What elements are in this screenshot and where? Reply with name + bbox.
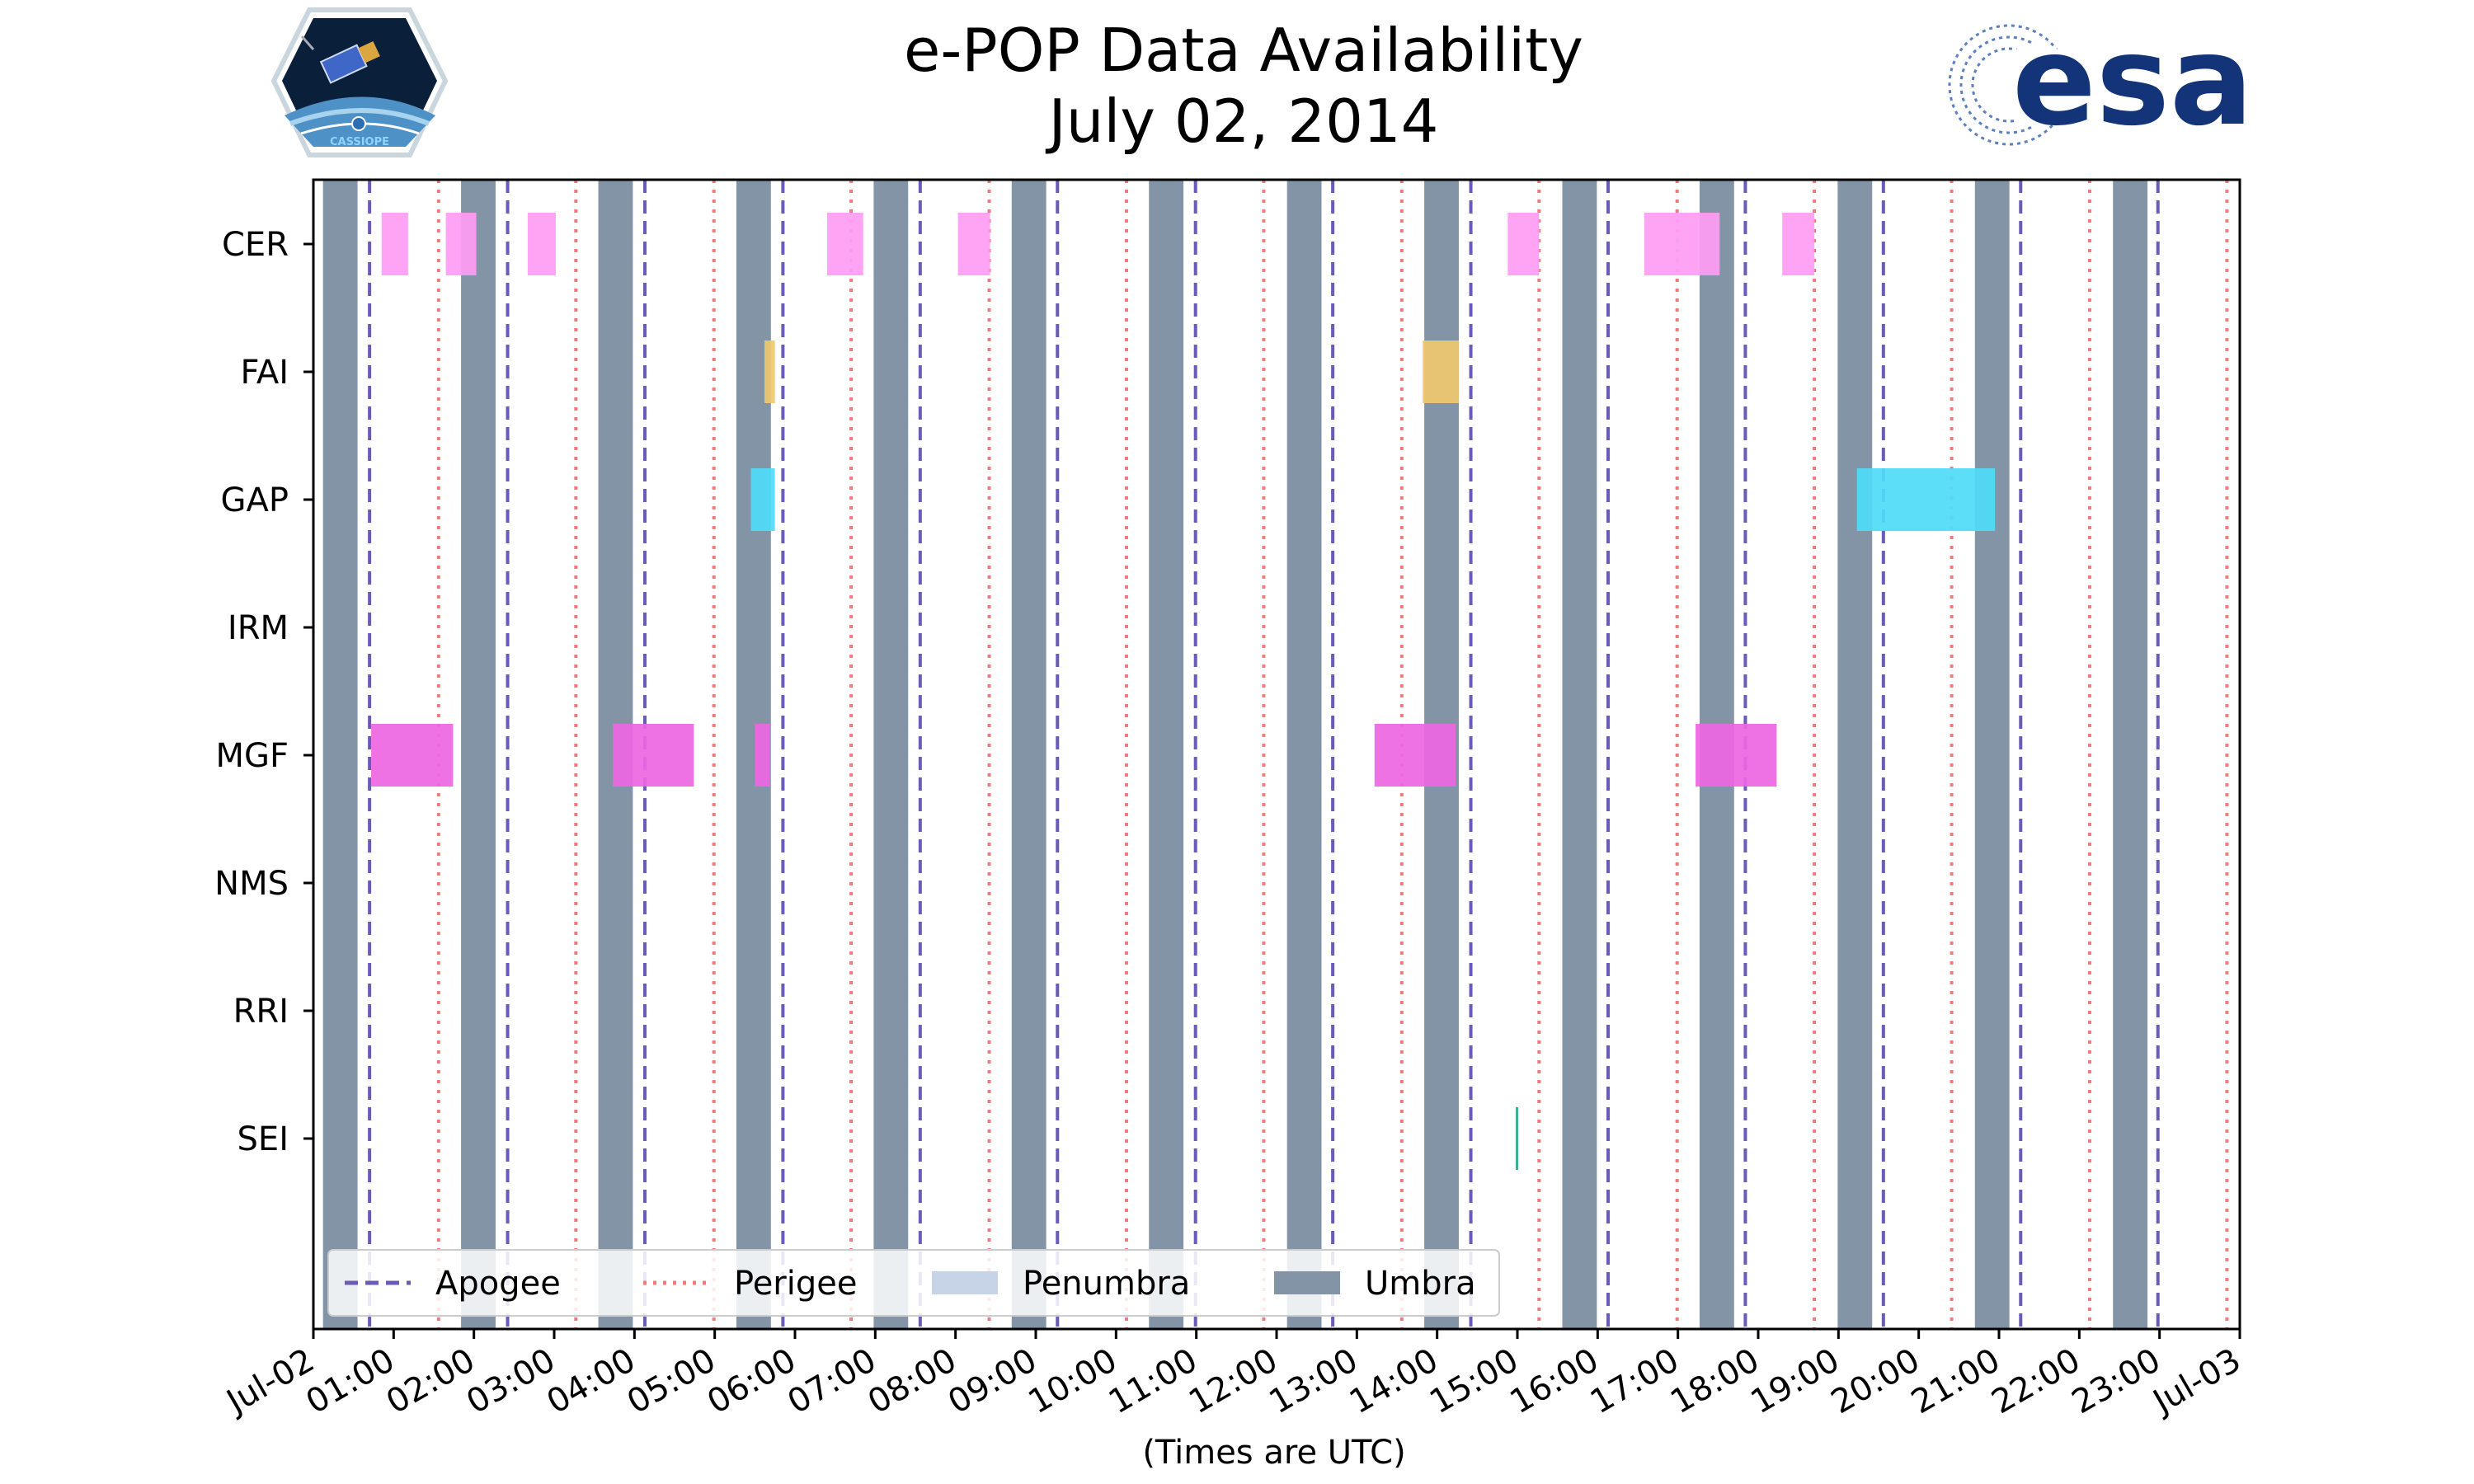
availability-bar-cer	[826, 213, 863, 275]
x-tick-label: 01:00	[299, 1341, 401, 1421]
legend-label-apogee: Apogee	[435, 1265, 561, 1303]
x-tick-label: 17:00	[1584, 1341, 1686, 1421]
legend-umbra-swatch	[1274, 1271, 1340, 1294]
availability-bar-sei	[1516, 1107, 1519, 1170]
umbra-band	[1149, 180, 1184, 1329]
y-tick-label: RRI	[233, 993, 289, 1031]
x-tick-label: 18:00	[1664, 1341, 1766, 1421]
cassiope-logo-text: CASSIOPE	[330, 136, 389, 148]
y-tick-label: GAP	[221, 481, 289, 519]
availability-bar-cer	[1644, 213, 1720, 275]
x-tick-label: 05:00	[621, 1341, 722, 1421]
availability-bar-cer	[1507, 213, 1540, 275]
availability-bar-cer	[381, 213, 408, 275]
umbra-band	[1837, 180, 1873, 1329]
x-tick-label: 21:00	[1905, 1341, 2006, 1421]
y-tick-label: SEI	[238, 1120, 289, 1158]
availability-bar-gap	[750, 468, 775, 531]
umbra-band	[2113, 180, 2148, 1329]
availability-bar-gap	[1856, 468, 1996, 531]
availability-bar-fai	[1423, 340, 1459, 403]
x-tick-label: 10:00	[1022, 1341, 1123, 1421]
x-tick-label: 07:00	[781, 1341, 882, 1421]
availability-bar-mgf	[1696, 724, 1777, 787]
x-tick-label: 15:00	[1423, 1341, 1525, 1421]
x-tick-label: 20:00	[1825, 1341, 1926, 1421]
availability-bar-cer	[1782, 213, 1815, 275]
plot-content	[322, 180, 2229, 1329]
x-tick-label: 16:00	[1503, 1341, 1605, 1421]
x-tick-label: 02:00	[380, 1341, 482, 1421]
x-tick-label: Jul-02	[219, 1341, 321, 1422]
availability-bar-cer	[445, 213, 477, 275]
plot-area: CER FAI GAP IRM MGF NMS RRI SEI Jul-0201:0002:00…	[214, 178, 2247, 1422]
x-tick-label: 13:00	[1263, 1341, 1364, 1421]
x-tick-label: 12:00	[1183, 1341, 1284, 1421]
umbra-band	[873, 180, 909, 1329]
x-tick-label: Jul-03	[2145, 1341, 2247, 1422]
legend-label-perigee: Perigee	[734, 1265, 857, 1303]
availability-bar-mgf	[371, 724, 454, 787]
chart-title: e-POP Data Availability	[904, 16, 1583, 85]
availability-bar-cer	[527, 213, 556, 275]
legend-box	[327, 1249, 1500, 1317]
umbra-band	[1011, 180, 1047, 1329]
x-tick-label: 08:00	[862, 1341, 963, 1421]
legend-label-penumbra: Penumbra	[1023, 1265, 1190, 1303]
umbra-band	[1974, 180, 2010, 1329]
umbra-band	[461, 180, 496, 1329]
umbra-band	[322, 180, 358, 1329]
y-tick-label: FAI	[241, 354, 289, 392]
availability-bar-mgf	[755, 724, 770, 787]
esa-logo: esa	[1948, 10, 2253, 153]
y-tick-label: MGF	[215, 737, 289, 775]
x-tick-label: 11:00	[1103, 1341, 1204, 1421]
x-axis-label: (Times are UTC)	[1142, 1434, 1405, 1472]
availability-bar-cer	[957, 213, 990, 275]
y-tick-label: CER	[222, 226, 289, 264]
availability-bar-mgf	[613, 724, 694, 787]
umbra-band	[1286, 180, 1322, 1329]
availability-bar-mgf	[1374, 724, 1456, 787]
x-tick-label: 19:00	[1744, 1341, 1846, 1421]
cassiope-logo: CASSIOPE	[270, 7, 449, 157]
umbra-band	[1562, 180, 1597, 1329]
legend-label-umbra: Umbra	[1365, 1265, 1476, 1303]
legend-penumbra-swatch	[932, 1271, 998, 1294]
x-tick-label: 03:00	[460, 1341, 562, 1421]
x-tick-label: 14:00	[1343, 1341, 1445, 1421]
x-tick-label: 22:00	[1985, 1341, 2086, 1421]
x-tick-label: 04:00	[540, 1341, 642, 1421]
x-tick-label: 06:00	[701, 1341, 802, 1421]
esa-logo-text: esa	[2012, 10, 2253, 153]
x-tick-label: 09:00	[942, 1341, 1043, 1421]
y-tick-label: IRM	[228, 609, 289, 647]
chart-subtitle: July 02, 2014	[1046, 87, 1439, 156]
availability-bar-fai	[764, 340, 775, 403]
y-tick-label: NMS	[214, 865, 289, 903]
x-tick-label: 23:00	[2066, 1341, 2167, 1421]
